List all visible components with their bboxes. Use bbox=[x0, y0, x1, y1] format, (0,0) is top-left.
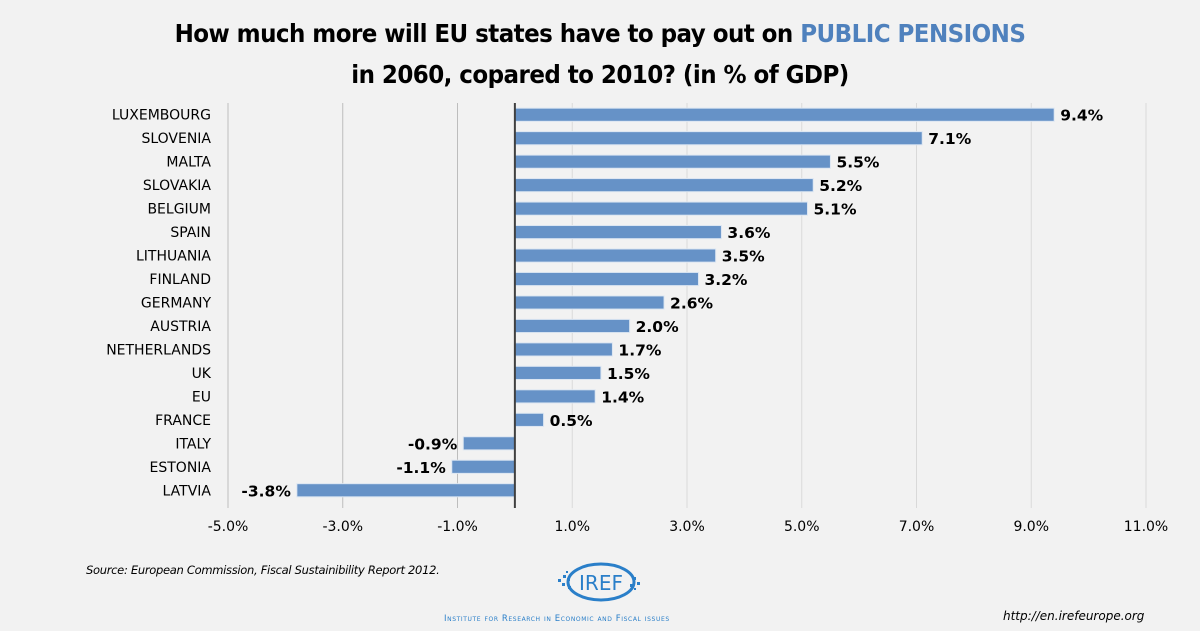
data-label: -0.9% bbox=[408, 435, 458, 453]
institute-name: Institute for Research in Economic and F… bbox=[444, 614, 670, 624]
category-label: SLOVENIA bbox=[141, 131, 211, 147]
bar-chart: LUXEMBOURG SLOVENIA MALTA SLOVAKIA BELGIUM SP… bbox=[106, 103, 1169, 535]
data-label: 9.4% bbox=[1060, 107, 1103, 125]
category-label: SLOVAKIA bbox=[143, 178, 212, 194]
x-tick-label: 3.0% bbox=[669, 519, 705, 535]
data-label: 7.1% bbox=[928, 130, 971, 148]
logo-text: IREF bbox=[579, 571, 623, 595]
bar bbox=[514, 271, 699, 287]
x-tick-label: -5.0% bbox=[208, 519, 249, 535]
data-label: 5.1% bbox=[813, 201, 856, 219]
category-label: LITHUANIA bbox=[136, 249, 211, 265]
data-label: 1.7% bbox=[618, 341, 661, 359]
bar bbox=[514, 318, 631, 334]
data-label: 2.0% bbox=[636, 318, 679, 336]
bar bbox=[514, 389, 596, 404]
category-label: UK bbox=[192, 366, 212, 382]
category-label: BELGIUM bbox=[147, 202, 211, 218]
category-label: SPAIN bbox=[170, 225, 211, 241]
bar bbox=[451, 459, 516, 474]
bar bbox=[514, 225, 722, 240]
bar bbox=[514, 154, 831, 169]
data-label: 3.2% bbox=[704, 271, 747, 289]
category-label: AUSTRIA bbox=[150, 319, 211, 335]
bar bbox=[514, 201, 808, 216]
category-label: GERMANY bbox=[141, 296, 212, 312]
data-label: 1.4% bbox=[601, 388, 644, 406]
category-label: ESTONIA bbox=[150, 460, 212, 476]
x-tick-label: 5.0% bbox=[784, 519, 820, 535]
data-label: -1.1% bbox=[396, 459, 446, 477]
bar bbox=[514, 295, 665, 310]
data-label: 3.5% bbox=[722, 248, 765, 266]
x-tick-label: -3.0% bbox=[322, 519, 363, 535]
title-highlight: PUBLIC PENSIONS bbox=[800, 19, 1026, 48]
category-label: LATVIA bbox=[163, 483, 212, 499]
bar bbox=[514, 365, 602, 380]
category-label: ITALY bbox=[175, 436, 211, 452]
bar bbox=[296, 483, 516, 498]
bar bbox=[462, 436, 516, 451]
data-label: 1.5% bbox=[607, 365, 650, 383]
category-labels: LUXEMBOURG SLOVENIA MALTA SLOVAKIA BELGIUM SP… bbox=[106, 108, 212, 500]
chart-title-line2: in 2060, copared to 2010? (in % of GDP) bbox=[351, 60, 849, 89]
category-label: LUXEMBOURG bbox=[112, 108, 211, 124]
category-label: NETHERLANDS bbox=[106, 342, 211, 358]
category-label: FRANCE bbox=[155, 413, 211, 429]
bar bbox=[514, 412, 545, 427]
data-label: 5.2% bbox=[819, 177, 862, 195]
category-label: FINLAND bbox=[149, 272, 211, 288]
x-tick-label: 1.0% bbox=[554, 519, 590, 535]
bar bbox=[514, 107, 1055, 122]
bar bbox=[514, 342, 613, 357]
bar bbox=[514, 131, 923, 146]
iref-logo: IREF bbox=[558, 562, 640, 602]
x-tick-label: 9.0% bbox=[1013, 519, 1049, 535]
category-label: MALTA bbox=[166, 155, 211, 171]
x-tick-label: -1.0% bbox=[437, 519, 478, 535]
data-label: 2.6% bbox=[670, 295, 713, 313]
logo-ellipse bbox=[566, 562, 636, 602]
data-label: -3.8% bbox=[241, 482, 291, 500]
logo-dots bbox=[558, 571, 640, 590]
source-note: Source: European Commission, Fiscal Sust… bbox=[86, 563, 440, 577]
data-labels: 9.4% 7.1% 5.5% 5.2% 5.1% 3.6% 3.5% 3.2% 2.6% 2.0%… bbox=[241, 107, 1103, 501]
chart-title-line1: How much more will EU states have to pay… bbox=[48, 19, 1152, 48]
category-label: EU bbox=[192, 389, 211, 405]
website-url: http://en.irefeurope.org bbox=[1003, 609, 1145, 623]
title-prefix: How much more will EU states have to pay… bbox=[174, 19, 801, 48]
data-label: 3.6% bbox=[727, 224, 770, 242]
x-tick-label: 11.0% bbox=[1124, 519, 1168, 535]
data-label: 0.5% bbox=[550, 412, 593, 430]
x-tick-labels: -5.0% -3.0% -1.0% 1.0% 3.0% 5.0% 7.0% 9.0% 11.0% bbox=[208, 519, 1169, 535]
data-label: 5.5% bbox=[836, 154, 879, 172]
bar bbox=[514, 178, 814, 193]
bar bbox=[514, 248, 717, 263]
x-tick-label: 7.0% bbox=[899, 519, 935, 535]
